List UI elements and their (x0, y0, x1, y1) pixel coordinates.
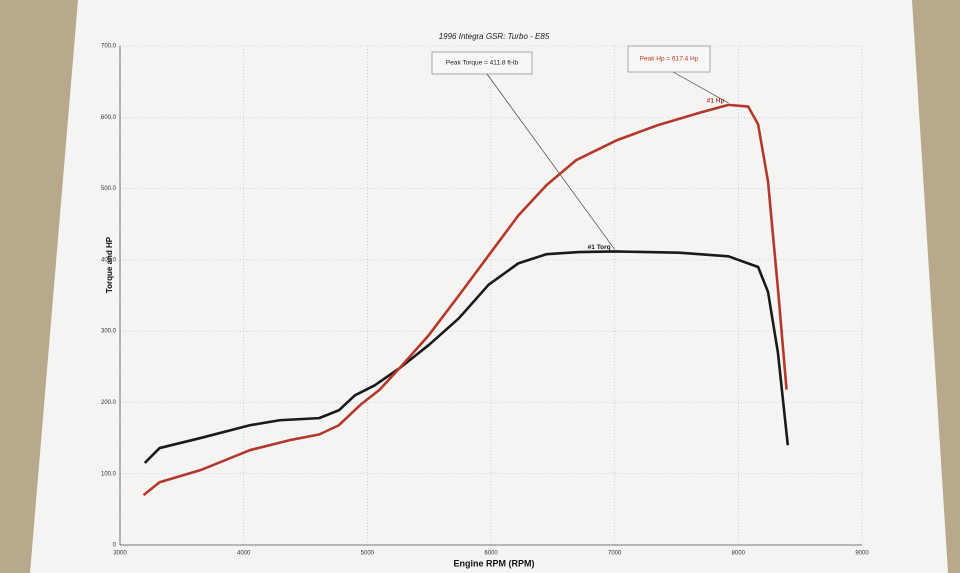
series-label: #1 Hp (707, 98, 725, 105)
y-tick-label: 500.0 (101, 186, 117, 192)
annotation: Peak Torque = 411.8 ft-lb (446, 60, 519, 67)
line (142, 103, 788, 497)
x-axis-label: Engine RPM (RPM) (454, 558, 535, 568)
x-tick-label: 7000 (608, 551, 622, 557)
annotation-leader (486, 73, 615, 250)
y-tick-label: 300.0 (101, 329, 117, 335)
x-tick-label: 6000 (484, 551, 498, 557)
y-tick-label: 600.0 (101, 115, 117, 121)
annotation-box (627, 45, 711, 73)
y-tick-label: 0 (113, 543, 117, 549)
line (143, 250, 790, 464)
annotation-leader (672, 71, 729, 104)
y-tick-label: 700.0 (101, 44, 117, 50)
x-tick-label: 3000 (113, 551, 127, 557)
paper (30, 0, 948, 573)
y-tick-label: 100.0 (101, 471, 117, 477)
x-tick-label: 4000 (237, 551, 251, 557)
y-axis-label: Torque and HP (105, 236, 114, 293)
annotation: Peak Hp = 617.4 Hp (640, 56, 699, 63)
x-tick-label: 9000 (855, 551, 869, 557)
x-tick-label: 8000 (732, 551, 746, 557)
series-label: #1 Torq (588, 244, 611, 251)
y-tick-label: 200.0 (101, 400, 117, 406)
chart-title: 1996 Integra GSR: Turbo - E85 (439, 32, 550, 41)
y-tick-label: 400.0 (101, 257, 117, 263)
x-tick-label: 5000 (361, 551, 375, 557)
annotation-box (431, 51, 533, 75)
